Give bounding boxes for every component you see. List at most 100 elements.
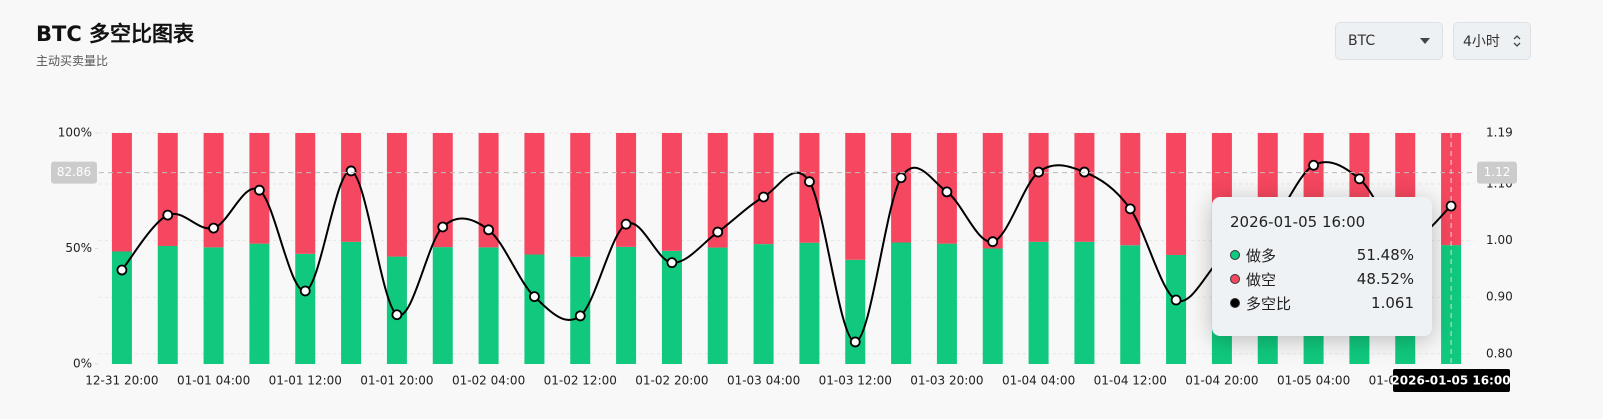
bar-segment	[982, 133, 1003, 249]
bar-segment	[1120, 133, 1141, 246]
bar-segment	[753, 133, 774, 245]
x-tick-label: 01-03 20:00	[910, 374, 983, 388]
ratio-point	[345, 165, 357, 177]
y-tick-label: 50%	[65, 241, 92, 255]
x-tick-label: 01-02 12:00	[544, 374, 617, 388]
tooltip-dot	[1230, 298, 1240, 308]
crosshair-y-label: 82.86	[57, 165, 91, 179]
bar-segment	[845, 259, 866, 364]
bar-segment	[936, 243, 957, 364]
ratio-point	[483, 224, 494, 236]
x-tick-label: 01-02 04:00	[452, 374, 525, 388]
bar-segment	[295, 253, 316, 364]
bar-segment	[524, 133, 545, 255]
y2-tick-label: 0.80	[1486, 346, 1513, 360]
ratio-point	[1308, 159, 1319, 171]
tooltip-row: 做空 48.52%	[1230, 267, 1414, 291]
y2-tick-label: 1.19	[1486, 126, 1513, 140]
bar-segment	[478, 133, 499, 248]
bar-segment	[707, 133, 728, 248]
bar-segment	[707, 247, 728, 364]
ratio-point	[987, 236, 999, 248]
tooltip-name: 做多	[1246, 246, 1277, 265]
symbol-select[interactable]: BTC	[1335, 22, 1443, 60]
ratio-point	[895, 172, 907, 184]
bar-segment	[753, 244, 774, 364]
bar-segment	[386, 133, 407, 257]
ratio-point	[1033, 166, 1044, 178]
ratio-point	[299, 285, 311, 297]
bar-segment	[570, 256, 591, 364]
bar-segment	[203, 133, 224, 248]
ratio-point	[162, 209, 174, 221]
ratio-point	[254, 184, 265, 196]
tooltip-name: 做空	[1246, 270, 1277, 289]
y-tick-label: 100%	[58, 126, 92, 140]
tooltip-value: 1.061	[1371, 294, 1414, 312]
ratio-point	[1124, 203, 1136, 215]
ratio-point	[941, 186, 953, 198]
crosshair-y-box	[51, 161, 97, 184]
ratio-point	[712, 226, 724, 238]
bar-segment	[341, 133, 362, 242]
x-tick-label: 01-02 20:00	[635, 374, 708, 388]
x-tick-label: 01-03 04:00	[727, 374, 800, 388]
ratio-point	[391, 309, 403, 321]
x-tick-label: 01-03 12:00	[819, 374, 892, 388]
tooltip-name: 多空比	[1246, 294, 1292, 313]
bar-segment	[661, 133, 682, 251]
ratio-point	[116, 264, 128, 276]
crosshair-x-box	[1393, 369, 1510, 392]
ratio-point	[437, 221, 449, 233]
bar-segment	[1074, 133, 1095, 242]
crosshair-y2-label: 1.12	[1484, 165, 1511, 179]
ratio-point	[804, 176, 815, 188]
x-tick-label: 01-01 12:00	[269, 374, 342, 388]
y2-tick-label: 1.00	[1486, 233, 1513, 247]
ratio-point	[1170, 294, 1182, 306]
tooltip-value: 51.48%	[1356, 246, 1414, 264]
x-tick-label: 01-05 04:00	[1277, 374, 1350, 388]
bar-segment	[157, 133, 178, 246]
bar-segment	[524, 254, 545, 364]
bar-segment	[891, 242, 912, 364]
x-tick-label: 01-04 12:00	[1094, 374, 1167, 388]
ratio-point	[1079, 166, 1090, 178]
interval-select[interactable]: 4小时	[1453, 22, 1531, 60]
y-tick-label: 0%	[73, 357, 92, 371]
ratio-point	[666, 257, 678, 269]
bar-segment	[1166, 254, 1187, 364]
bar-segment	[111, 133, 132, 252]
subtitle: 主动买卖量比	[36, 54, 109, 68]
x-tick-label: 01-01 20:00	[360, 374, 433, 388]
bar-segment	[203, 247, 224, 364]
interval-text: 4小时	[1463, 34, 1500, 50]
tooltip-dot	[1230, 274, 1240, 284]
ratio-point	[849, 336, 861, 348]
caret	[1513, 35, 1521, 47]
ratio-point	[208, 222, 219, 234]
bar-segment	[432, 133, 453, 248]
tooltip-dot	[1230, 250, 1240, 260]
x-tick-label: 12-31 20:00	[85, 374, 158, 388]
x-tick-label: 01-01 04:00	[177, 374, 250, 388]
ratio-point	[574, 310, 586, 322]
ratio-point	[1354, 173, 1365, 185]
bar-segment	[111, 251, 132, 364]
bar-segment	[661, 250, 682, 364]
bar-segment	[249, 243, 270, 364]
symbol-text: BTC	[1348, 33, 1376, 49]
x-tick-label: 01-04 20:00	[1185, 374, 1258, 388]
tooltip-row: 做多 51.48%	[1230, 243, 1414, 267]
caret	[1420, 38, 1430, 44]
bar-segment	[1028, 133, 1049, 242]
ratio-point	[529, 291, 540, 303]
tooltip-row: 多空比 1.061	[1230, 291, 1414, 315]
bar-segment	[1074, 241, 1095, 364]
bar-segment	[616, 246, 637, 364]
tooltip: 2026-01-05 16:00 做多 51.48% 做空 48.52% 多空比 1.06…	[1212, 197, 1432, 336]
bar-segment	[1028, 241, 1049, 364]
bar-segment	[891, 133, 912, 243]
crosshair-x-label: 2026-01-05 16:00	[1391, 374, 1510, 388]
